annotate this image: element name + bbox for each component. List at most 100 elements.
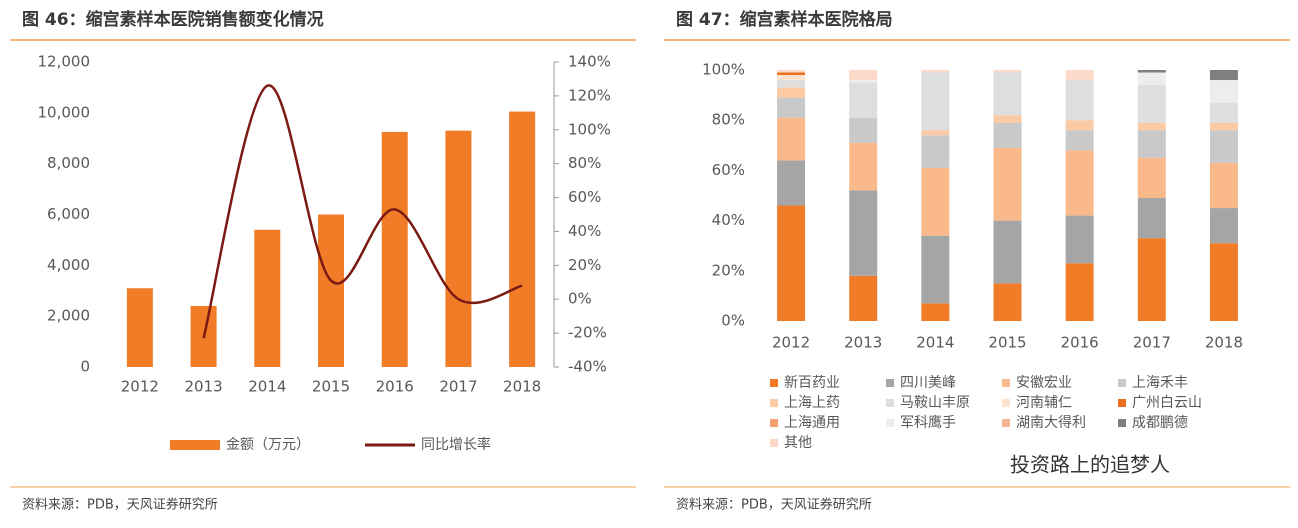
- bar-segment: [777, 75, 806, 81]
- bar-segment: [1065, 130, 1094, 151]
- x-tick-label: 2018: [503, 378, 541, 396]
- bar-segment: [993, 147, 1022, 221]
- bar-segment: [921, 135, 950, 168]
- x-tick-label: 2014: [248, 378, 286, 396]
- y-tick-label: 4,000: [47, 256, 90, 274]
- bar-segment: [921, 130, 950, 136]
- bar-segment: [1137, 85, 1166, 123]
- y2-tick-label: 0%: [568, 290, 592, 308]
- legend-swatch: [886, 419, 894, 427]
- bar-segment: [1137, 70, 1166, 73]
- y2-tick-label: -40%: [568, 358, 607, 376]
- x-tick-label: 2017: [439, 378, 477, 396]
- y2-tick-label: 140%: [568, 53, 611, 71]
- bar-segment: [777, 87, 806, 98]
- y-tick-label: 60%: [712, 161, 745, 179]
- y-tick-label: 12,000: [38, 53, 91, 71]
- bar: [254, 229, 281, 367]
- bar-segment: [1209, 208, 1238, 244]
- legend-label: 河南辅仁: [1016, 395, 1072, 411]
- legend-label: 金额（万元）: [226, 437, 310, 453]
- source: 资料来源：PDB，天风证券研究所: [676, 497, 872, 513]
- bar-segment: [777, 160, 806, 206]
- bar-segment: [849, 190, 878, 276]
- x-tick-label: 2013: [844, 334, 882, 352]
- bar-segment: [849, 117, 878, 143]
- legend-label: 上海通用: [784, 415, 840, 431]
- bar-segment: [1065, 215, 1094, 264]
- y-tick-label: 6,000: [47, 205, 90, 223]
- bar-segment: [777, 117, 806, 161]
- source: 资料来源：PDB，天风证券研究所: [22, 497, 218, 513]
- y2-tick-label: 20%: [568, 256, 601, 274]
- bar-segment: [1209, 122, 1238, 131]
- bar-segment: [1137, 130, 1166, 158]
- watermark: 投资路上的追梦人: [1010, 453, 1170, 477]
- bar-segment: [1209, 80, 1238, 103]
- bar-segment: [1137, 198, 1166, 239]
- bar-segment: [849, 142, 878, 191]
- y-tick-label: 80%: [712, 111, 745, 129]
- legend-label: 广州白云山: [1132, 395, 1202, 411]
- bar: [126, 288, 153, 367]
- bar-segment: [993, 115, 1022, 123]
- x-tick-label: 2016: [1061, 334, 1099, 352]
- bar: [445, 130, 472, 367]
- bar-segment: [993, 220, 1022, 284]
- legend-swatch: [770, 419, 778, 427]
- legend-label: 军科鹰手: [900, 415, 956, 431]
- y-tick-label: 8,000: [47, 154, 90, 172]
- y-tick-label: 10,000: [38, 103, 91, 121]
- legend-label: 新百药业: [784, 375, 840, 391]
- legend-label: 安徽宏业: [1016, 375, 1072, 391]
- y-tick-label: 0%: [721, 312, 745, 330]
- bar-segment: [1137, 122, 1166, 131]
- legend-swatch: [1002, 419, 1010, 427]
- bar-segment: [1137, 157, 1166, 199]
- bar-segment: [921, 167, 950, 236]
- legend-swatch: [770, 439, 778, 447]
- legend-swatch: [1118, 419, 1126, 427]
- bar-segment: [777, 97, 806, 118]
- legend-label: 同比增长率: [421, 436, 491, 453]
- bar-segment: [849, 80, 878, 83]
- legend-swatch: [886, 399, 894, 407]
- legend-swatch: [1118, 399, 1126, 407]
- legend-swatch: [1118, 379, 1126, 387]
- x-tick-label: 2018: [1205, 334, 1243, 352]
- x-tick-label: 2012: [772, 334, 810, 352]
- x-tick-label: 2015: [312, 378, 350, 396]
- bar-segment: [921, 72, 950, 131]
- bar: [381, 131, 408, 367]
- y2-tick-label: 100%: [568, 120, 611, 138]
- y-tick-label: 40%: [712, 211, 745, 229]
- x-tick-label: 2013: [184, 378, 222, 396]
- bar-segment: [993, 122, 1022, 148]
- x-tick-label: 2014: [916, 334, 954, 352]
- legend-swatch: [886, 379, 894, 387]
- legend-swatch: [1002, 379, 1010, 387]
- y2-tick-label: 40%: [568, 222, 601, 240]
- legend-swatch: [1002, 399, 1010, 407]
- bar-segment: [1065, 263, 1094, 321]
- bar-segment: [1065, 150, 1094, 216]
- bar-segment: [1209, 130, 1238, 163]
- bar-segment: [1065, 120, 1094, 131]
- bar-segment: [1065, 70, 1094, 81]
- y-tick-label: 20%: [712, 261, 745, 279]
- x-tick-label: 2012: [121, 378, 159, 396]
- bar-segment: [921, 235, 950, 304]
- bar-segment: [849, 70, 878, 81]
- bar-segment: [1137, 72, 1166, 86]
- bar-segment: [1209, 243, 1238, 321]
- x-tick-label: 2017: [1133, 334, 1171, 352]
- bar-segment: [1209, 70, 1238, 81]
- bar-segment: [1065, 80, 1094, 121]
- y2-tick-label: 80%: [568, 154, 601, 172]
- bar-segment: [777, 205, 806, 321]
- y2-tick-label: 60%: [568, 188, 601, 206]
- bar-segment: [777, 80, 806, 88]
- legend-swatch: [770, 399, 778, 407]
- y2-tick-label: -20%: [568, 324, 607, 342]
